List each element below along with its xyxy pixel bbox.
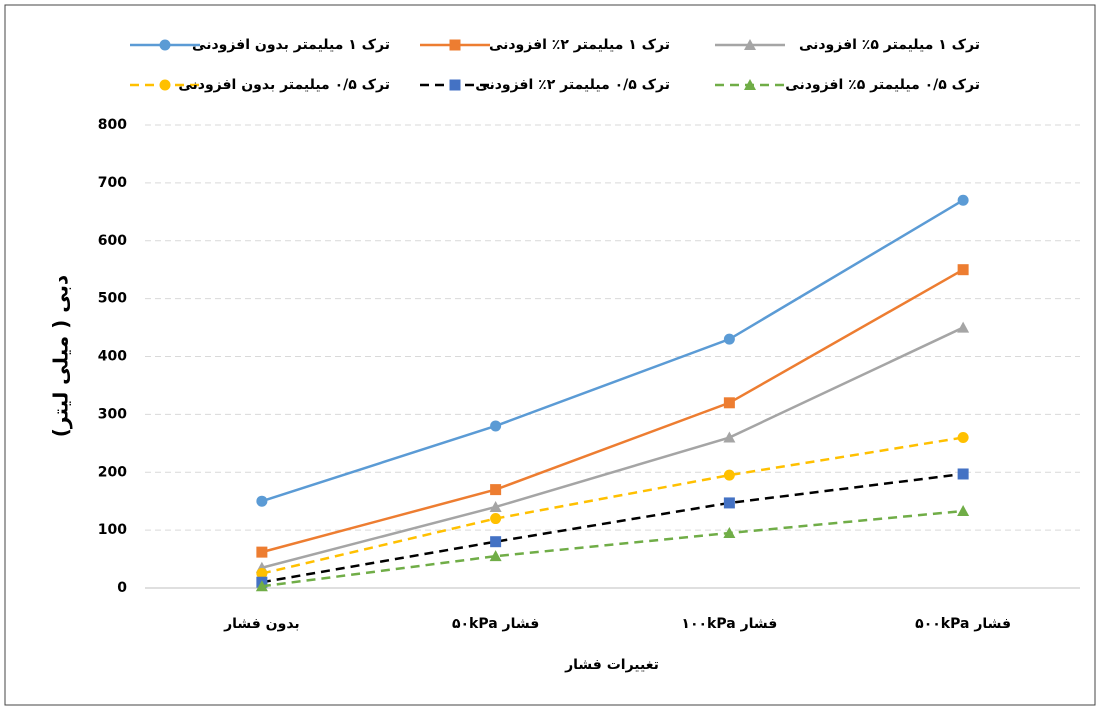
- data-point: [723, 397, 735, 409]
- x-axis-title: تغییرات فشار: [564, 657, 659, 673]
- data-point: [490, 484, 502, 496]
- legend-marker: [744, 39, 756, 50]
- y-tick-label: 500: [98, 291, 127, 307]
- data-point: [957, 194, 969, 206]
- y-tick-label: 300: [98, 406, 127, 422]
- legend-label: ترک ۱ میلیمتر ۲٪ افزودنی: [489, 37, 670, 53]
- y-tick-label: 200: [98, 464, 127, 480]
- data-point: [723, 497, 735, 509]
- legend-marker: [744, 79, 756, 90]
- legend-marker: [449, 39, 461, 51]
- legend-marker: [449, 79, 461, 91]
- legend-label: ترک ۰/۵ میلیمتر ۲٪ افزودنی: [475, 77, 670, 93]
- data-point: [957, 468, 969, 480]
- legend-marker: [159, 79, 171, 91]
- data-point: [255, 580, 268, 592]
- y-tick-label: 0: [117, 580, 127, 596]
- series-line: [261, 326, 964, 569]
- series-line: [261, 436, 964, 575]
- data-point: [490, 536, 502, 548]
- data-point: [256, 546, 268, 558]
- data-point: [723, 431, 736, 443]
- y-tick-label: 400: [98, 349, 127, 365]
- legend-label: ترک ۰/۵ میلیمتر بدون افزودنی: [178, 77, 390, 93]
- data-point: [957, 505, 970, 517]
- series-line: [261, 199, 964, 503]
- series-line: [261, 509, 964, 588]
- data-point: [723, 469, 735, 481]
- data-point: [723, 333, 735, 345]
- legend-label: ترک ۱ میلیمتر بدون افزودنی: [192, 37, 390, 53]
- y-tick-label: 800: [98, 117, 127, 133]
- x-tick-label: فشار ۱۰۰kPa: [681, 616, 777, 632]
- data-point: [489, 550, 502, 562]
- y-tick-label: 100: [98, 522, 127, 538]
- x-tick-label: بدون فشار: [223, 616, 300, 632]
- x-tick-label: فشار ۵۰۰kPa: [915, 616, 1011, 632]
- legend-label: ترک ۱ میلیمتر ۵٪ افزودنی: [799, 37, 980, 53]
- data-point: [256, 568, 268, 580]
- series-line: [261, 268, 964, 554]
- chart-border: [4, 4, 1096, 706]
- data-point: [490, 513, 502, 525]
- data-point: [957, 264, 969, 276]
- y-axis-title: دبی ( میلی لیتر): [49, 275, 73, 437]
- legend-marker: [159, 39, 171, 51]
- data-point: [957, 432, 969, 444]
- data-point: [256, 495, 268, 507]
- y-tick-label: 700: [98, 175, 127, 191]
- data-point: [957, 321, 970, 333]
- y-tick-label: 600: [98, 233, 127, 249]
- data-point: [723, 527, 736, 539]
- legend-label: ترک ۰/۵ میلیمتر ۵٪ افزودنی: [785, 77, 980, 93]
- data-point: [490, 420, 502, 432]
- series-line: [261, 472, 964, 584]
- data-point: [489, 500, 502, 512]
- x-tick-label: فشار ۵۰kPa: [452, 616, 539, 632]
